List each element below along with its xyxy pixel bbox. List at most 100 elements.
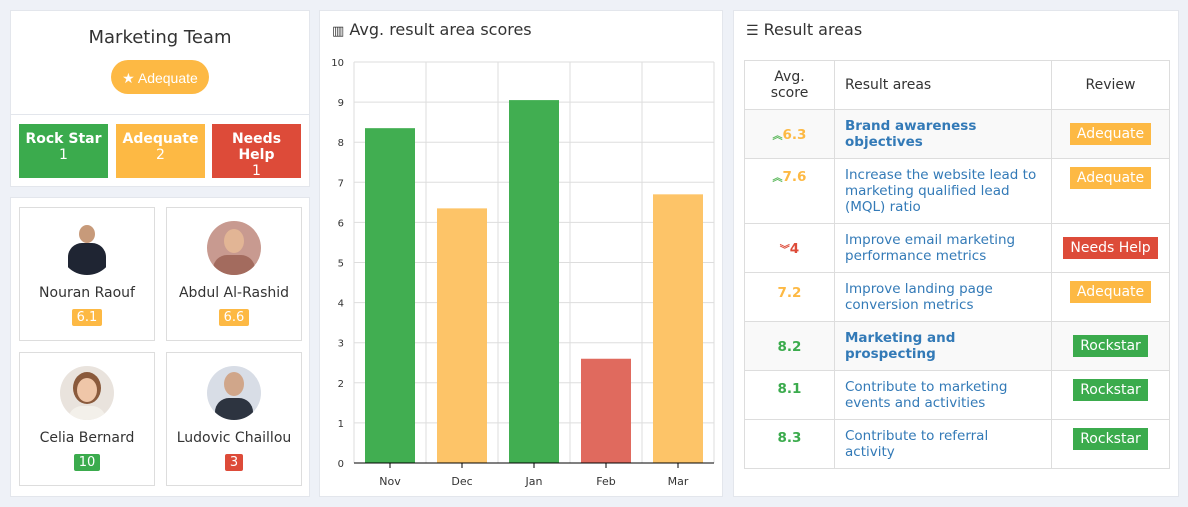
stat-needs-help[interactable]: Needs Help 1 bbox=[212, 124, 301, 179]
avatar bbox=[60, 221, 114, 275]
person-score: 10 bbox=[73, 454, 101, 471]
review-cell: Rockstar bbox=[1051, 419, 1170, 469]
review-badge[interactable]: Adequate bbox=[1069, 281, 1152, 303]
person-name: Abdul Al-Rashid bbox=[178, 285, 290, 301]
review-cell: Rockstar bbox=[1051, 370, 1170, 420]
table-row: 8.2 Marketing and prospecting Rockstar bbox=[744, 321, 1170, 371]
review-badge[interactable]: Adequate bbox=[1069, 123, 1152, 145]
y-tick-label: 2 bbox=[338, 379, 344, 390]
bar-chart-icon: ▥ bbox=[332, 24, 345, 39]
table-row: 7.2 Improve landing page conversion metr… bbox=[744, 272, 1170, 322]
review-cell: Adequate bbox=[1051, 272, 1170, 322]
result-area-link[interactable]: Contribute to referral activity bbox=[845, 428, 989, 460]
people-panel: Nouran Raouf 6.1 Abdul Al-Rashid 6.6 Cel… bbox=[10, 197, 310, 497]
y-tick-label: 10 bbox=[331, 58, 344, 69]
person-score: 3 bbox=[224, 454, 244, 471]
table-row: 8.3 Contribute to referral activity Rock… bbox=[744, 419, 1170, 469]
result-area-cell: Improve email marketing performance metr… bbox=[834, 223, 1052, 273]
review-cell: Adequate bbox=[1051, 158, 1170, 224]
result-area-link[interactable]: Brand awareness objectives bbox=[845, 118, 977, 150]
avg-score: 8.1 bbox=[777, 381, 802, 397]
result-areas-table: Avg. score Result areas Review ︽6.3 Bran… bbox=[744, 60, 1170, 469]
stat-rock-star[interactable]: Rock Star 1 bbox=[19, 124, 108, 178]
result-area-cell: Contribute to referral activity bbox=[834, 419, 1052, 469]
review-cell: Needs Help bbox=[1051, 223, 1170, 273]
result-area-link[interactable]: Improve email marketing performance metr… bbox=[845, 232, 1016, 264]
star-icon: ★ bbox=[122, 70, 135, 86]
avg-score: 8.2 bbox=[777, 339, 802, 355]
result-area-cell: Increase the website lead to marketing q… bbox=[834, 158, 1052, 224]
double-chevron-down-icon: ︾ bbox=[779, 245, 790, 256]
team-summary-panel: Marketing Team ★ Adequate Rock Star 1 Ade… bbox=[10, 10, 310, 187]
bar-dec bbox=[437, 208, 487, 463]
review-cell: Rockstar bbox=[1051, 321, 1170, 371]
person-name: Nouran Raouf bbox=[39, 285, 135, 301]
result-area-cell: Improve landing page conversion metrics bbox=[834, 272, 1052, 322]
y-tick-label: 1 bbox=[338, 419, 344, 430]
y-tick-label: 3 bbox=[338, 339, 344, 350]
person-card[interactable]: Abdul Al-Rashid 6.6 bbox=[166, 207, 302, 341]
x-tick-label: Feb bbox=[596, 475, 615, 488]
person-score: 6.1 bbox=[71, 309, 103, 326]
result-area-link[interactable]: Improve landing page conversion metrics bbox=[845, 281, 993, 313]
x-tick-label: Mar bbox=[668, 475, 689, 488]
review-badge[interactable]: Rockstar bbox=[1073, 335, 1148, 357]
bar-jan bbox=[509, 100, 559, 463]
bar-feb bbox=[581, 358, 631, 463]
person-card[interactable]: Celia Bernard 10 bbox=[19, 352, 155, 486]
result-area-cell: Brand awareness objectives bbox=[834, 109, 1052, 159]
person-score: 6.6 bbox=[218, 309, 250, 326]
review-badge[interactable]: Adequate bbox=[1069, 167, 1152, 189]
x-tick-label: Dec bbox=[451, 475, 472, 488]
review-cell: Adequate bbox=[1051, 109, 1170, 159]
person-name: Ludovic Chaillou bbox=[176, 430, 292, 446]
avatar bbox=[60, 366, 114, 420]
person-name: Celia Bernard bbox=[39, 430, 135, 446]
table-row: ︽7.6 Increase the website lead to market… bbox=[744, 158, 1170, 224]
header-avg-score[interactable]: Avg. score bbox=[744, 60, 835, 110]
avg-score: 6.3 bbox=[782, 127, 807, 143]
person-card[interactable]: Nouran Raouf 6.1 bbox=[19, 207, 155, 341]
avg-score-cell: ︾4 bbox=[744, 223, 835, 273]
avg-score-cell: ︽6.3 bbox=[744, 109, 835, 159]
header-result-areas[interactable]: Result areas bbox=[834, 60, 1052, 110]
stat-adequate[interactable]: Adequate 2 bbox=[116, 124, 205, 178]
divider bbox=[11, 114, 309, 115]
avg-score-cell: 7.2 bbox=[744, 272, 835, 322]
sliders-icon: ☰ bbox=[746, 23, 759, 39]
avg-score: 7.2 bbox=[777, 285, 802, 301]
double-chevron-up-icon: ︽ bbox=[772, 173, 783, 184]
result-areas-panel: ☰ Result areas Avg. score Result areas R… bbox=[733, 10, 1179, 497]
avg-score-cell: 8.2 bbox=[744, 321, 835, 371]
result-areas-title: ☰ Result areas bbox=[746, 20, 863, 39]
y-tick-label: 8 bbox=[338, 138, 344, 149]
x-tick-label: Jan bbox=[525, 475, 543, 488]
table-row: ︽6.3 Brand awareness objectives Adequate bbox=[744, 109, 1170, 159]
header-review: Review bbox=[1051, 60, 1170, 110]
result-area-link[interactable]: Increase the website lead to marketing q… bbox=[845, 167, 1037, 215]
review-badge[interactable]: Rockstar bbox=[1073, 379, 1148, 401]
x-tick-label: Nov bbox=[379, 475, 401, 488]
review-badge[interactable]: Rockstar bbox=[1073, 428, 1148, 450]
team-rating-badge[interactable]: ★ Adequate bbox=[111, 60, 209, 94]
result-area-link[interactable]: Contribute to marketing events and activ… bbox=[845, 379, 1008, 411]
y-tick-label: 9 bbox=[338, 98, 344, 109]
avatar bbox=[207, 221, 261, 275]
y-tick-label: 0 bbox=[338, 459, 344, 470]
review-badge[interactable]: Needs Help bbox=[1063, 237, 1158, 259]
bar-mar bbox=[653, 194, 703, 463]
person-card[interactable]: Ludovic Chaillou 3 bbox=[166, 352, 302, 486]
avg-score: 4 bbox=[789, 241, 800, 257]
team-name: Marketing Team bbox=[88, 27, 232, 48]
table-row: ︾4 Improve email marketing performance m… bbox=[744, 223, 1170, 273]
table-row: 8.1 Contribute to marketing events and a… bbox=[744, 370, 1170, 420]
bar-nov bbox=[365, 128, 415, 463]
y-tick-label: 7 bbox=[338, 178, 344, 189]
y-tick-label: 4 bbox=[338, 299, 344, 310]
result-area-cell: Marketing and prospecting bbox=[834, 321, 1052, 371]
result-area-link[interactable]: Marketing and prospecting bbox=[845, 330, 956, 362]
chart-panel: ▥ Avg. result area scores 0 1 2 3 4 5 6 7 8 9 10 No… bbox=[319, 10, 723, 497]
result-area-cell: Contribute to marketing events and activ… bbox=[834, 370, 1052, 420]
avg-score-cell: 8.1 bbox=[744, 370, 835, 420]
avg-score-cell: ︽7.6 bbox=[744, 158, 835, 224]
